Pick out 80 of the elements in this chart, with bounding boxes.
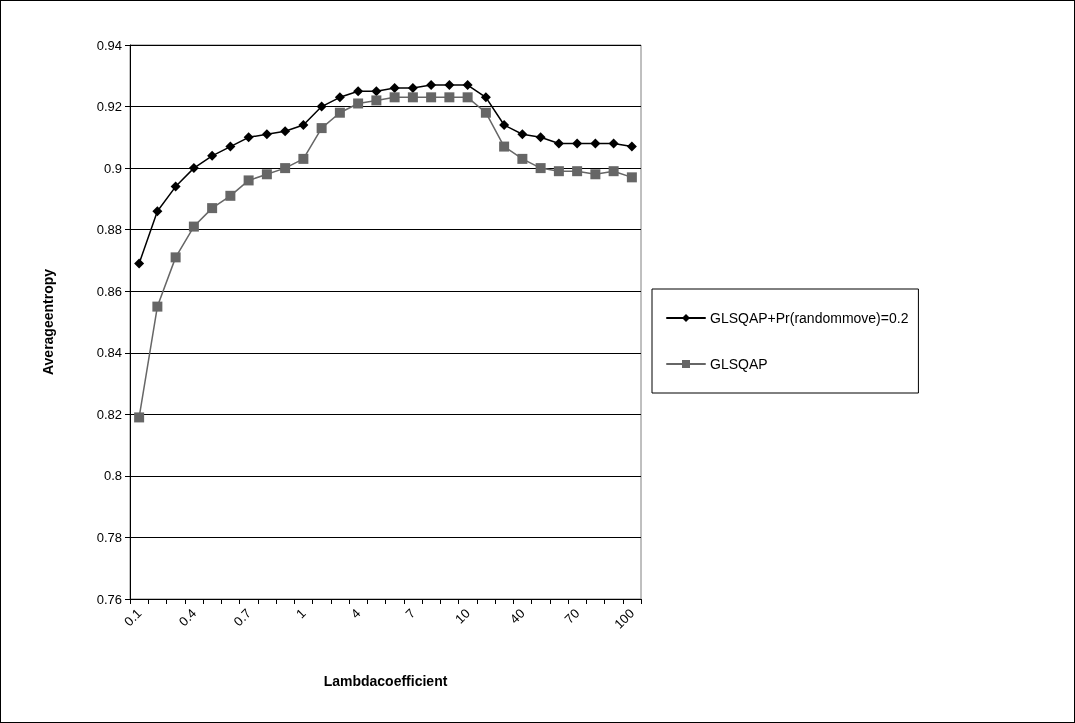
point	[626, 172, 637, 183]
point	[371, 95, 382, 106]
point	[535, 163, 546, 174]
x-tick-label: 10	[452, 605, 473, 627]
point	[572, 138, 583, 149]
x-tick-label: 70	[561, 605, 583, 627]
point	[152, 206, 163, 217]
point	[225, 190, 236, 201]
point	[261, 169, 272, 180]
point	[480, 92, 491, 103]
point	[608, 166, 619, 177]
y-tick-label: 0.94	[96, 37, 122, 53]
point	[572, 166, 583, 177]
point	[280, 126, 291, 137]
point	[170, 181, 181, 192]
point	[353, 98, 364, 109]
point	[462, 80, 473, 91]
y-tick-label: 0.76	[96, 591, 122, 607]
point	[152, 301, 163, 312]
legend-label: GLSQAP+Pr(randommove)=0.2	[710, 310, 909, 326]
point	[553, 138, 564, 149]
point	[188, 163, 199, 174]
point	[389, 92, 400, 103]
point	[170, 252, 181, 263]
point	[134, 258, 145, 269]
point	[553, 166, 564, 177]
point	[280, 163, 291, 174]
y-axis-title: Averageentropy	[40, 268, 56, 376]
point	[407, 92, 418, 103]
y-tick-label: 0.8	[103, 468, 122, 484]
point	[426, 80, 437, 91]
y-tick-label: 0.86	[96, 283, 122, 299]
point	[462, 92, 473, 103]
point	[207, 203, 218, 214]
x-axis-title: Lambdacoefficient	[323, 673, 448, 689]
point	[426, 92, 437, 103]
point	[243, 175, 254, 186]
point	[590, 169, 601, 180]
y-tick-label: 0.9	[103, 160, 122, 176]
point	[535, 132, 546, 143]
y-tick-label: 0.88	[96, 222, 122, 238]
point	[298, 120, 309, 131]
point	[407, 83, 418, 94]
point	[334, 92, 345, 103]
point	[298, 153, 309, 164]
point	[316, 101, 327, 112]
point	[371, 86, 382, 97]
point	[188, 221, 199, 232]
x-tick-label: 40	[506, 605, 528, 627]
point	[134, 412, 145, 423]
point	[389, 83, 400, 94]
point	[517, 153, 528, 164]
point	[499, 120, 510, 131]
point	[608, 138, 619, 149]
point	[517, 129, 528, 140]
point	[207, 150, 218, 161]
legend-label: GLSQAP	[710, 356, 768, 372]
x-tick-label: 7	[402, 605, 419, 622]
point	[225, 141, 236, 152]
x-tick-label: 0.1	[121, 605, 145, 630]
x-tick-label: 0.7	[230, 605, 254, 630]
point	[590, 138, 601, 149]
y-tick-label: 0.78	[96, 529, 122, 545]
point	[480, 107, 491, 118]
y-tick-label: 0.82	[96, 406, 122, 422]
y-tick-label: 0.92	[96, 99, 122, 115]
x-tick-label: 4	[347, 605, 364, 622]
y-tick-label: 0.84	[96, 345, 122, 361]
x-tick-label: 1	[292, 605, 309, 622]
point	[353, 86, 364, 97]
point	[334, 107, 345, 118]
x-tick-label: 100	[611, 605, 638, 632]
point	[243, 132, 254, 143]
point	[444, 80, 455, 91]
point	[626, 141, 637, 152]
point	[444, 92, 455, 103]
point	[261, 129, 272, 140]
x-tick-label: 0.4	[175, 605, 200, 630]
point	[316, 123, 327, 134]
point	[499, 141, 510, 152]
